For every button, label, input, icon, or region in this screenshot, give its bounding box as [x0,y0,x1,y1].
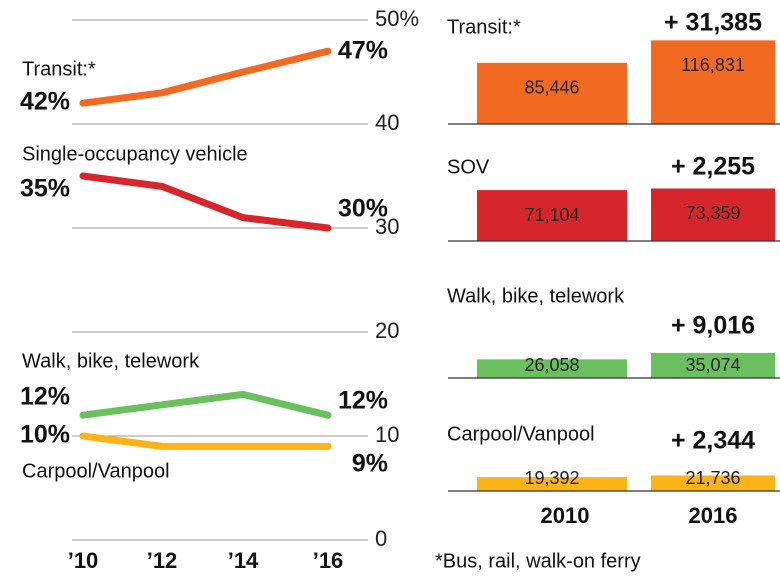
panel-title: Walk, bike, telework [447,285,625,307]
change-label: + 31,385 [664,9,762,37]
bar-value-label: 73,359 [685,203,740,223]
value-label: 10% [20,421,70,449]
bar-value-label: 71,104 [524,205,579,225]
bar [651,475,775,491]
bar [651,188,775,241]
bar [477,62,627,124]
panel-title: Carpool/Vanpool [447,423,595,445]
bar [651,352,775,378]
series-line [79,47,332,107]
bar-value-label: 116,831 [681,55,745,75]
series-name: Walk, bike, telework [22,350,200,372]
bar [477,190,627,241]
y-tick-label: 20 [375,318,399,343]
panel-title: SOV [447,156,490,178]
x-tick-label: ’14 [228,548,259,573]
y-tick-label: 50% [375,6,419,31]
bar-value-label: 21,736 [685,468,740,488]
footnote: *Bus, rail, walk-on ferry [435,550,641,572]
bar [477,359,627,378]
series-line [79,390,332,419]
y-tick-label: 10 [375,422,399,447]
value-label: 42% [20,88,70,116]
y-tick-label: 40 [375,110,399,135]
series-name: Single-occupancy vehicle [22,143,248,165]
series-line [79,172,332,232]
y-tick-label: 0 [375,526,387,551]
bar-value-label: 19,392 [524,468,579,488]
value-label: 30% [338,195,388,223]
value-label: 47% [338,37,388,65]
panel-title: Transit:* [447,16,521,38]
x-tick-label: ’10 [68,548,99,573]
value-label: 12% [338,387,388,415]
bar-value-label: 85,446 [524,78,579,98]
value-label: 12% [20,383,70,411]
bar [477,477,627,491]
x-tick-label: ’12 [147,548,178,573]
value-label: 35% [20,175,70,203]
bar [651,40,775,125]
bar-value-label: 26,058 [524,355,579,375]
change-label: + 2,255 [671,153,755,181]
bar-value-label: 35,074 [685,355,740,375]
series-line [79,432,332,450]
value-label: 9% [352,450,388,478]
x-tick-label: 2010 [541,503,590,528]
series-name: Carpool/Vanpool [22,460,170,482]
change-label: + 9,016 [671,312,755,340]
x-tick-label: 2016 [689,503,738,528]
y-tick-label: 30 [375,214,399,239]
change-label: + 2,344 [671,427,755,455]
series-name: Transit:* [22,58,96,80]
x-tick-label: ’16 [313,548,344,573]
